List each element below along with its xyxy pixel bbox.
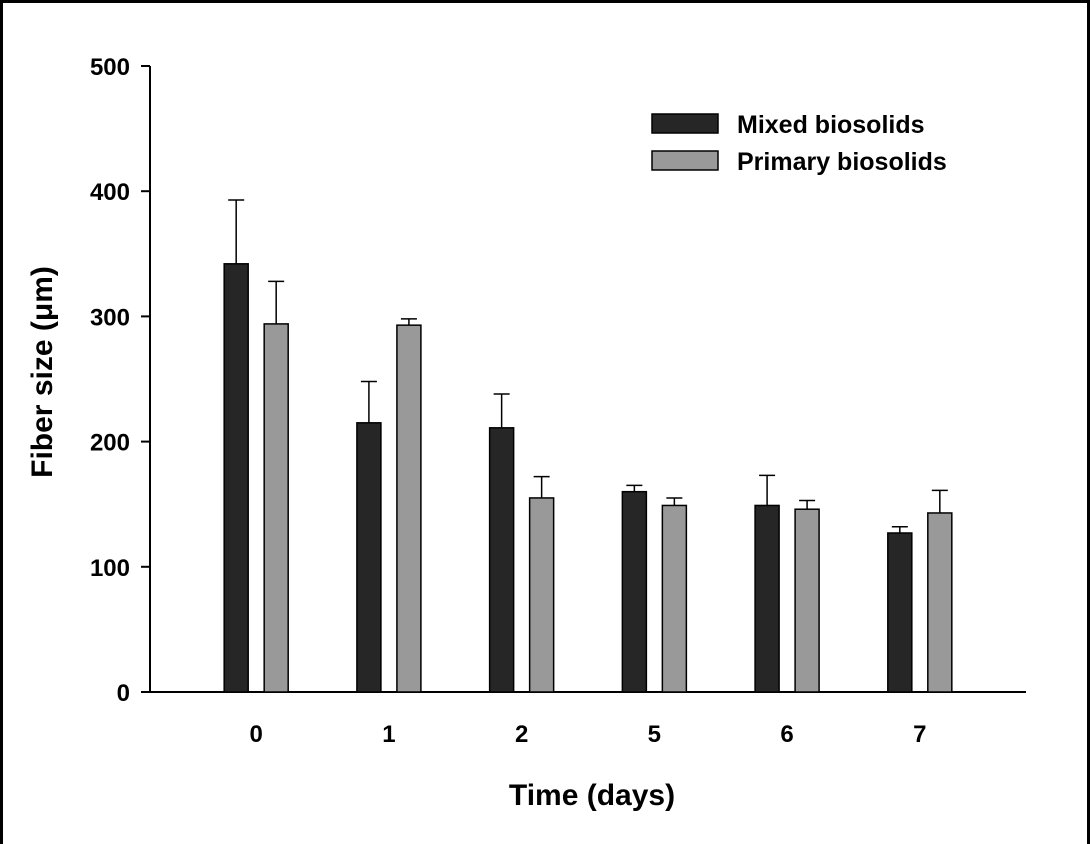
y-tick-label: 200 bbox=[90, 430, 130, 457]
legend-label-mixed: Mixed biosolids bbox=[737, 111, 925, 139]
error-bars bbox=[228, 199, 948, 533]
legend-label-primary: Primary biosolids bbox=[737, 148, 947, 176]
bar-primary bbox=[661, 504, 688, 693]
bar-primary bbox=[396, 324, 422, 693]
x-tick-label: 2 bbox=[515, 721, 528, 748]
x-axis-title: Time (days) bbox=[509, 779, 675, 812]
y-tick-label: 500 bbox=[90, 54, 130, 81]
bar-mixed bbox=[887, 532, 913, 693]
bar-primary bbox=[927, 512, 953, 693]
legend-swatch-mixed bbox=[651, 113, 719, 134]
bar-mixed bbox=[754, 504, 780, 693]
x-tick-label: 7 bbox=[913, 721, 926, 748]
y-axis-title: Fiber size (μm) bbox=[26, 266, 59, 478]
bar-primary bbox=[528, 497, 555, 693]
legend-swatch-primary bbox=[651, 150, 719, 171]
bar-mixed bbox=[621, 490, 648, 693]
y-tick-label: 400 bbox=[90, 179, 130, 206]
bar-mixed bbox=[488, 427, 515, 693]
bar-mixed bbox=[223, 263, 249, 693]
y-tick-label: 300 bbox=[90, 304, 130, 331]
y-tick-label: 100 bbox=[90, 555, 130, 582]
y-tick-label: 0 bbox=[117, 680, 130, 707]
bar-primary bbox=[263, 323, 289, 693]
x-tick-label: 0 bbox=[250, 721, 263, 748]
y-axis-ticks: 0 100 200 300 400 500 bbox=[90, 54, 150, 707]
legend: Mixed biosolids Primary biosolids bbox=[651, 111, 947, 176]
x-axis-ticks: 0 1 2 5 6 7 bbox=[250, 721, 927, 748]
x-tick-label: 5 bbox=[648, 721, 661, 748]
x-tick-label: 6 bbox=[780, 721, 793, 748]
bar-primary bbox=[794, 508, 820, 693]
x-tick-label: 1 bbox=[382, 721, 395, 748]
bar-mixed bbox=[356, 422, 382, 693]
bars bbox=[223, 263, 953, 693]
